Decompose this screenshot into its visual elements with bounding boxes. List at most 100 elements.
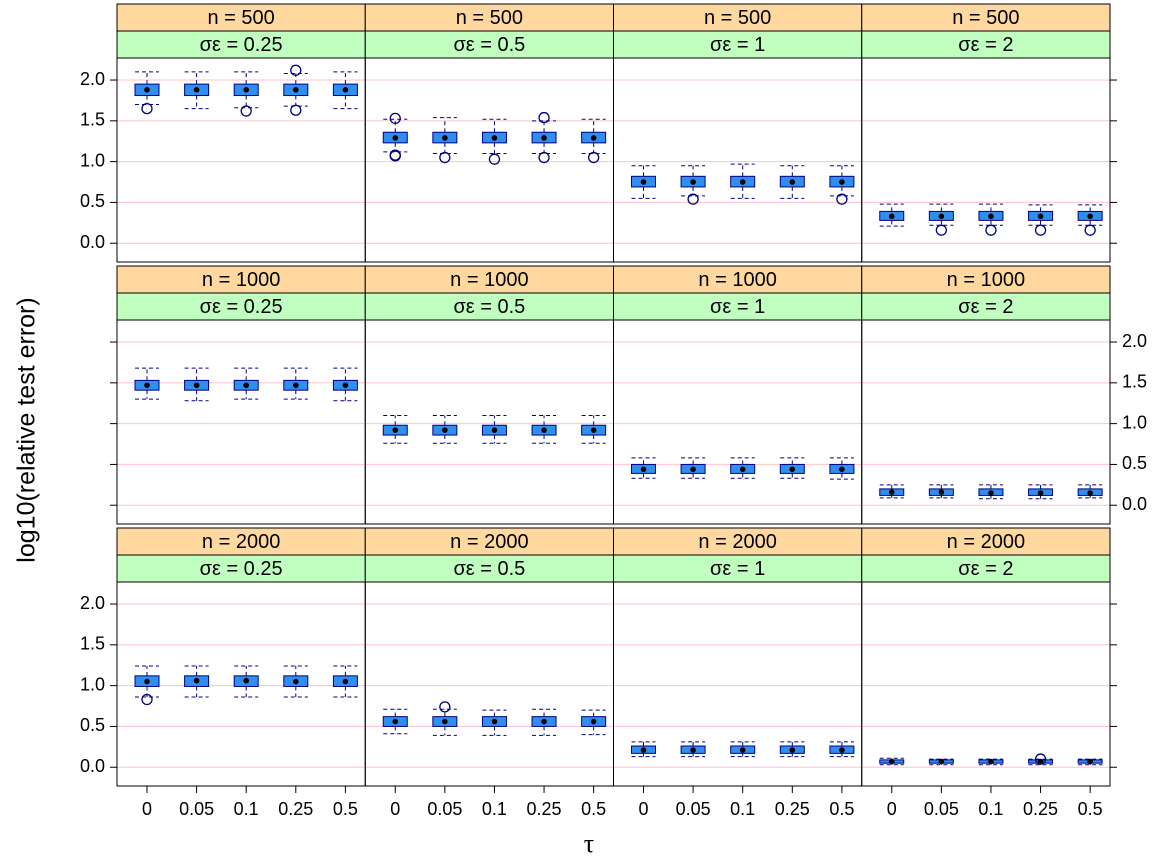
median — [144, 678, 150, 685]
median — [590, 718, 597, 725]
y-tick-label: 1.5 — [1122, 372, 1147, 392]
median — [1087, 213, 1093, 220]
median — [193, 87, 200, 93]
outlier — [439, 151, 451, 164]
median — [839, 466, 845, 473]
strip-label: n = 2000 — [202, 531, 280, 553]
panel-frame — [613, 319, 863, 525]
median — [739, 747, 746, 753]
strip — [861, 3, 1111, 32]
strip — [364, 3, 614, 32]
strip-label: n = 2000 — [450, 531, 528, 553]
y-tick-label: 0.0 — [1122, 494, 1147, 514]
strip-label: n = 2000 — [947, 531, 1025, 553]
median — [690, 747, 696, 753]
median — [888, 758, 895, 765]
strip-label: σε = 1 — [710, 34, 765, 56]
strip — [861, 30, 1111, 59]
strip — [116, 3, 366, 32]
median — [789, 747, 796, 753]
median — [988, 490, 994, 496]
strip-label: n = 1000 — [450, 269, 528, 291]
y-tick-label: 1.5 — [80, 634, 105, 654]
x-tick-label: 0.1 — [730, 799, 755, 819]
strip-label: n = 1000 — [698, 269, 776, 291]
median — [590, 427, 597, 433]
strip — [613, 30, 863, 59]
strip-label: n = 1000 — [202, 269, 280, 291]
median — [1087, 758, 1093, 765]
strip — [116, 30, 366, 59]
median — [491, 427, 498, 433]
median — [243, 87, 249, 93]
strip-label: n = 1000 — [947, 269, 1025, 291]
strip — [116, 265, 366, 294]
median — [442, 135, 448, 141]
x-tick-label: 0 — [142, 799, 152, 819]
y-tick-label: 2.0 — [80, 69, 105, 89]
strip-label: σε = 0.5 — [453, 34, 525, 56]
strip — [116, 527, 366, 556]
strip — [861, 554, 1111, 583]
strip — [613, 265, 863, 294]
median — [541, 427, 547, 433]
median — [293, 382, 299, 389]
y-tick-label: 0.5 — [80, 715, 105, 735]
median — [193, 382, 200, 389]
outlier — [588, 151, 600, 164]
x-tick-label: 0.5 — [1078, 799, 1103, 819]
median — [640, 747, 647, 753]
median — [541, 135, 547, 141]
panel-frame — [861, 581, 1111, 787]
panel-frame — [613, 57, 863, 263]
y-axis-label: log10(relative test error) — [13, 297, 41, 562]
median — [293, 678, 299, 685]
median — [789, 179, 796, 185]
outlier — [389, 112, 401, 125]
outlier — [1034, 753, 1047, 765]
y-tick-label: 0.5 — [80, 191, 105, 211]
outlier — [141, 102, 153, 115]
strip-label: n = 500 — [704, 7, 771, 29]
median — [839, 747, 845, 753]
median — [541, 718, 547, 725]
median — [739, 179, 746, 185]
strip-label: σε = 2 — [958, 558, 1013, 580]
median — [988, 213, 994, 220]
median — [491, 135, 498, 141]
panel-frame — [613, 581, 863, 787]
x-tick-label: 0.05 — [179, 799, 214, 819]
strip-label: n = 500 — [456, 7, 523, 29]
x-tick-label: 0.5 — [581, 799, 606, 819]
median — [640, 179, 647, 185]
median — [1037, 213, 1044, 220]
x-tick-label: 0.1 — [978, 799, 1003, 819]
panel-frame — [861, 319, 1111, 525]
median — [1037, 490, 1044, 496]
median — [888, 489, 895, 495]
strip — [861, 292, 1111, 321]
x-tick-label: 0.1 — [482, 799, 507, 819]
x-axis-label: τ — [584, 829, 594, 858]
outlier — [240, 105, 252, 117]
x-tick-label: 0.25 — [775, 799, 810, 819]
y-tick-label: 0.0 — [80, 756, 105, 776]
strip — [364, 554, 614, 583]
median — [392, 718, 399, 725]
panel-frame — [364, 581, 614, 787]
median — [293, 87, 299, 93]
x-tick-label: 0 — [887, 799, 897, 819]
outlier — [290, 64, 302, 76]
outlier — [687, 193, 699, 205]
x-tick-label: 0.05 — [427, 799, 462, 819]
strip — [861, 265, 1111, 294]
median — [938, 489, 945, 495]
panel-frame — [116, 319, 366, 525]
median — [144, 382, 150, 389]
outlier — [141, 693, 153, 706]
outlier — [538, 111, 550, 124]
x-tick-label: 0.25 — [1023, 799, 1058, 819]
outlier — [439, 701, 451, 713]
